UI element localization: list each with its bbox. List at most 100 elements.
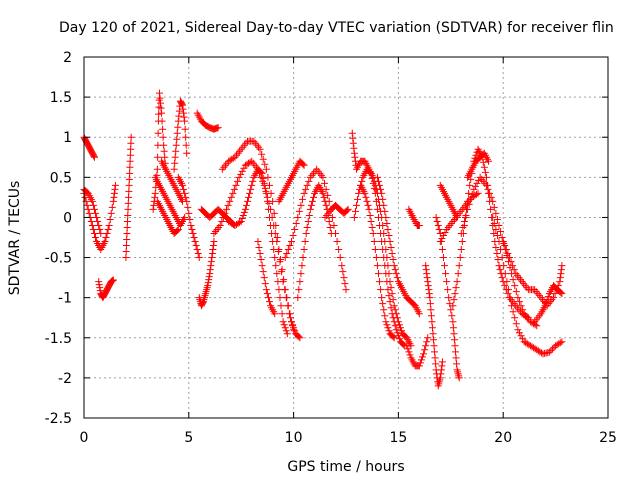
data-point [291,225,299,233]
data-point [97,229,105,237]
data-point [159,125,167,133]
data-point [90,205,98,213]
data-points [80,89,566,390]
data-point [242,201,250,209]
data-point [190,234,198,241]
data-point [302,229,310,237]
data-point [352,201,360,209]
data-point [371,246,379,254]
data-point [351,153,359,161]
data-point [468,190,476,198]
data-point [374,270,382,278]
data-point [395,321,403,329]
data-point [94,217,102,225]
data-point [389,256,397,264]
series-arc-v [321,201,352,221]
data-point [123,223,131,231]
data-point [89,201,97,209]
data-point [280,276,288,284]
data-point [262,165,270,173]
data-point [370,184,378,192]
series-arc-e [122,133,135,262]
data-point [541,302,549,310]
data-point [431,348,439,356]
data-point [83,201,91,209]
data-point [155,89,163,97]
data-point [173,129,181,137]
data-point [504,286,512,294]
data-point [380,306,388,314]
x-tick-label: 10 [285,430,303,446]
data-point [319,173,327,181]
data-point [241,205,249,213]
grid-lines [84,57,608,418]
data-point [457,229,465,237]
data-point [460,217,468,225]
data-point [160,141,168,149]
data-point [260,274,268,282]
data-point [174,117,182,125]
data-point [300,161,308,169]
data-point [384,286,392,294]
data-point [517,332,525,340]
data-point [473,179,481,187]
series-arc-ab [405,205,423,229]
data-point [259,155,267,163]
data-point [496,266,504,274]
data-point [425,286,433,294]
data-point [349,134,357,142]
x-tick-labels: 0 5 10 15 20 25 [80,430,617,446]
data-point [388,250,396,258]
data-point [300,189,308,197]
data-point [279,318,287,326]
data-point [379,246,387,254]
data-point [280,321,288,329]
data-point [180,185,188,193]
data-point [199,299,207,307]
data-point [556,339,564,347]
data-point [109,197,117,205]
x-tick-label: 15 [389,430,407,446]
data-point [451,342,459,350]
data-point [194,250,202,258]
data-point [509,262,517,270]
data-point [303,223,311,231]
data-point [181,213,189,221]
data-point [389,333,397,341]
data-point [387,244,395,252]
data-point [443,278,451,286]
data-point [125,187,133,195]
data-point [160,147,168,155]
data-point [151,189,159,197]
data-point [453,213,461,221]
data-point [445,294,453,302]
data-point [480,163,488,171]
data-point [493,215,501,223]
data-point [371,189,379,197]
data-point [366,168,374,176]
data-point [556,274,564,282]
data-point [449,318,457,326]
data-point [127,145,135,153]
data-point [511,282,519,290]
data-point [270,209,278,217]
data-point [273,234,281,241]
data-point [450,336,458,344]
data-point [103,229,111,237]
series-arc-h [153,197,182,237]
data-point [283,330,291,338]
data-point [501,270,509,278]
data-point [416,359,424,367]
data-point [237,217,245,225]
data-point [495,221,503,229]
data-point [548,345,556,353]
data-point [481,168,489,176]
data-point [268,229,276,237]
data-point [262,286,270,294]
data-point [209,242,217,250]
data-point [465,189,473,197]
data-point [122,248,130,256]
data-point [497,227,505,235]
data-point [508,302,516,310]
data-point [391,322,399,330]
